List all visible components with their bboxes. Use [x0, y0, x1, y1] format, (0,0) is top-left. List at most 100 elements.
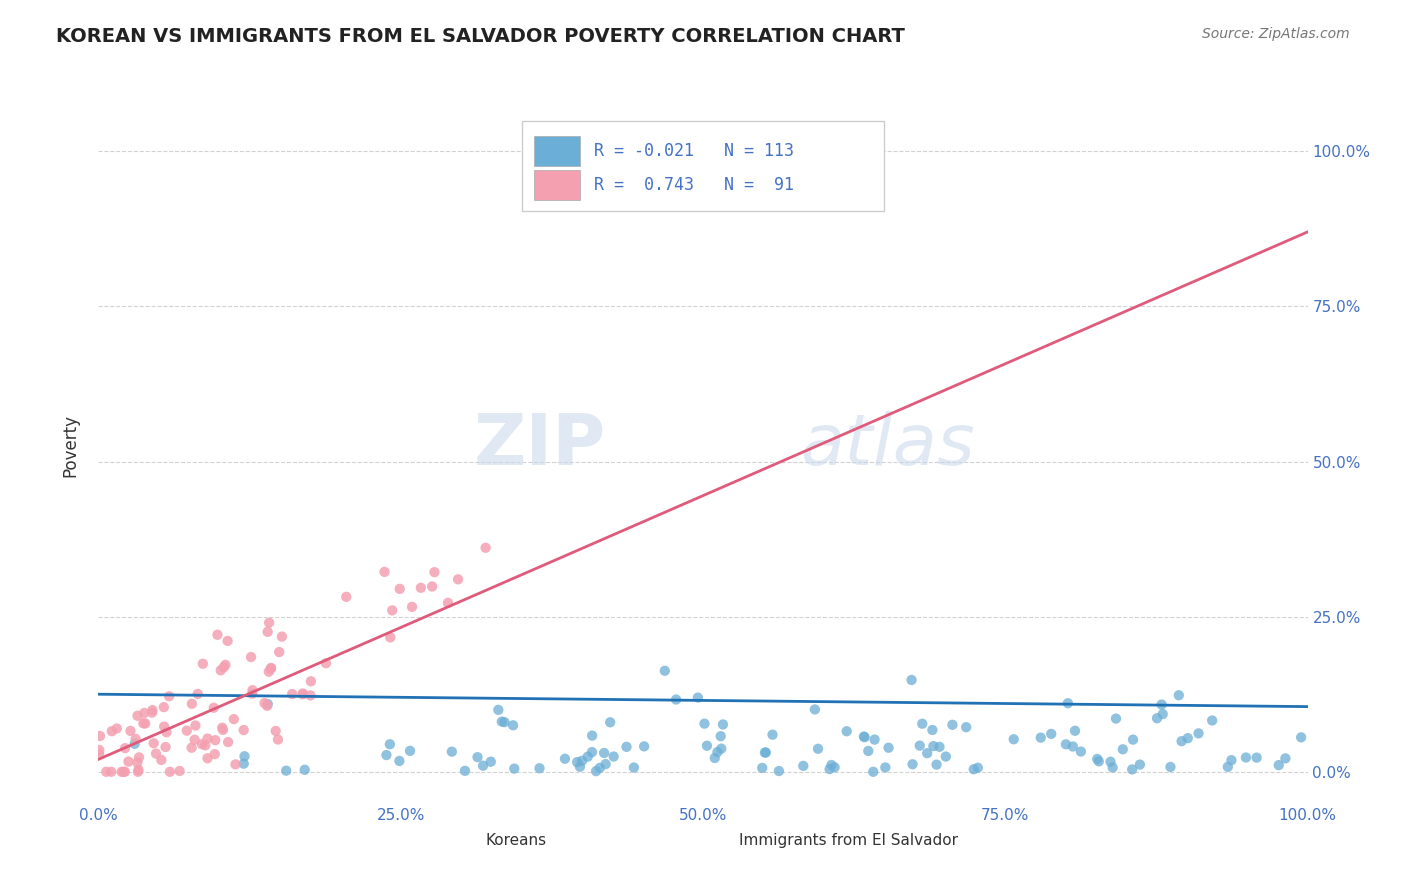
Point [1029, 731, 1052, 745]
Point [159, 764, 181, 779]
Point [1002, 732, 1025, 747]
Point [911, 716, 934, 731]
Point [380, 631, 402, 645]
Point [169, 764, 191, 778]
Point [132, 716, 155, 731]
Point [153, 700, 176, 714]
FancyBboxPatch shape [697, 827, 727, 855]
Point [835, 724, 858, 739]
Point [150, 753, 173, 767]
Point [875, 760, 897, 774]
Point [1159, 760, 1181, 774]
Point [89, 743, 111, 757]
Point [399, 744, 422, 758]
Point [447, 572, 470, 586]
Point [127, 708, 149, 723]
Point [187, 687, 209, 701]
Point [467, 750, 489, 764]
Point [1220, 753, 1243, 767]
Point [922, 739, 945, 753]
Point [1268, 758, 1291, 772]
Point [1246, 750, 1268, 764]
Point [1070, 745, 1092, 759]
Point [915, 746, 938, 760]
Point [503, 762, 526, 776]
Point [935, 749, 957, 764]
Point [792, 759, 814, 773]
Point [703, 751, 725, 765]
Point [291, 687, 314, 701]
Point [440, 745, 463, 759]
Point [194, 739, 217, 753]
Point [212, 660, 235, 674]
Point [214, 657, 236, 672]
Y-axis label: Poverty: Poverty [62, 415, 80, 477]
Point [1101, 760, 1123, 774]
Point [571, 754, 593, 768]
Point [257, 665, 280, 679]
Point [665, 692, 688, 706]
Point [654, 664, 676, 678]
Point [491, 714, 513, 729]
Point [114, 764, 136, 779]
Point [454, 764, 477, 778]
Text: ZIP: ZIP [474, 411, 606, 481]
Point [420, 580, 443, 594]
Point [755, 746, 778, 760]
Point [232, 756, 254, 771]
Point [925, 757, 948, 772]
Point [1167, 688, 1189, 702]
Point [437, 596, 460, 610]
Point [124, 737, 146, 751]
Text: Immigrants from El Salvador: Immigrants from El Salvador [740, 833, 959, 848]
Point [378, 737, 401, 751]
Point [768, 764, 790, 778]
Point [141, 706, 163, 720]
Point [111, 764, 134, 779]
Point [1216, 760, 1239, 774]
Point [595, 757, 617, 772]
Point [299, 674, 322, 689]
Point [257, 615, 280, 630]
Point [315, 657, 337, 671]
Point [593, 746, 616, 760]
Point [585, 764, 607, 779]
Point [153, 720, 176, 734]
Point [1040, 727, 1063, 741]
Point [494, 715, 516, 730]
Point [502, 718, 524, 732]
Point [134, 706, 156, 720]
Point [191, 737, 214, 751]
Point [232, 723, 254, 737]
Point [696, 739, 718, 753]
Point [589, 761, 612, 775]
Point [1122, 732, 1144, 747]
Point [963, 762, 986, 776]
Point [256, 698, 278, 713]
Point [127, 764, 149, 779]
Point [966, 761, 988, 775]
Point [155, 739, 177, 754]
Point [818, 762, 841, 776]
Text: Koreans: Koreans [485, 833, 547, 848]
Point [409, 581, 432, 595]
Point [1187, 726, 1209, 740]
Point [256, 624, 278, 639]
Point [373, 565, 395, 579]
Point [955, 720, 977, 734]
Text: R =  0.743   N =  91: R = 0.743 N = 91 [595, 176, 794, 194]
Point [807, 741, 830, 756]
Point [852, 730, 875, 744]
Point [581, 745, 603, 759]
Point [183, 732, 205, 747]
Point [253, 696, 276, 710]
Point [145, 747, 167, 761]
Point [256, 697, 278, 711]
Point [862, 764, 884, 779]
Point [576, 749, 599, 764]
Point [908, 739, 931, 753]
Point [180, 697, 202, 711]
Point [269, 645, 291, 659]
Point [423, 565, 446, 579]
Point [388, 754, 411, 768]
